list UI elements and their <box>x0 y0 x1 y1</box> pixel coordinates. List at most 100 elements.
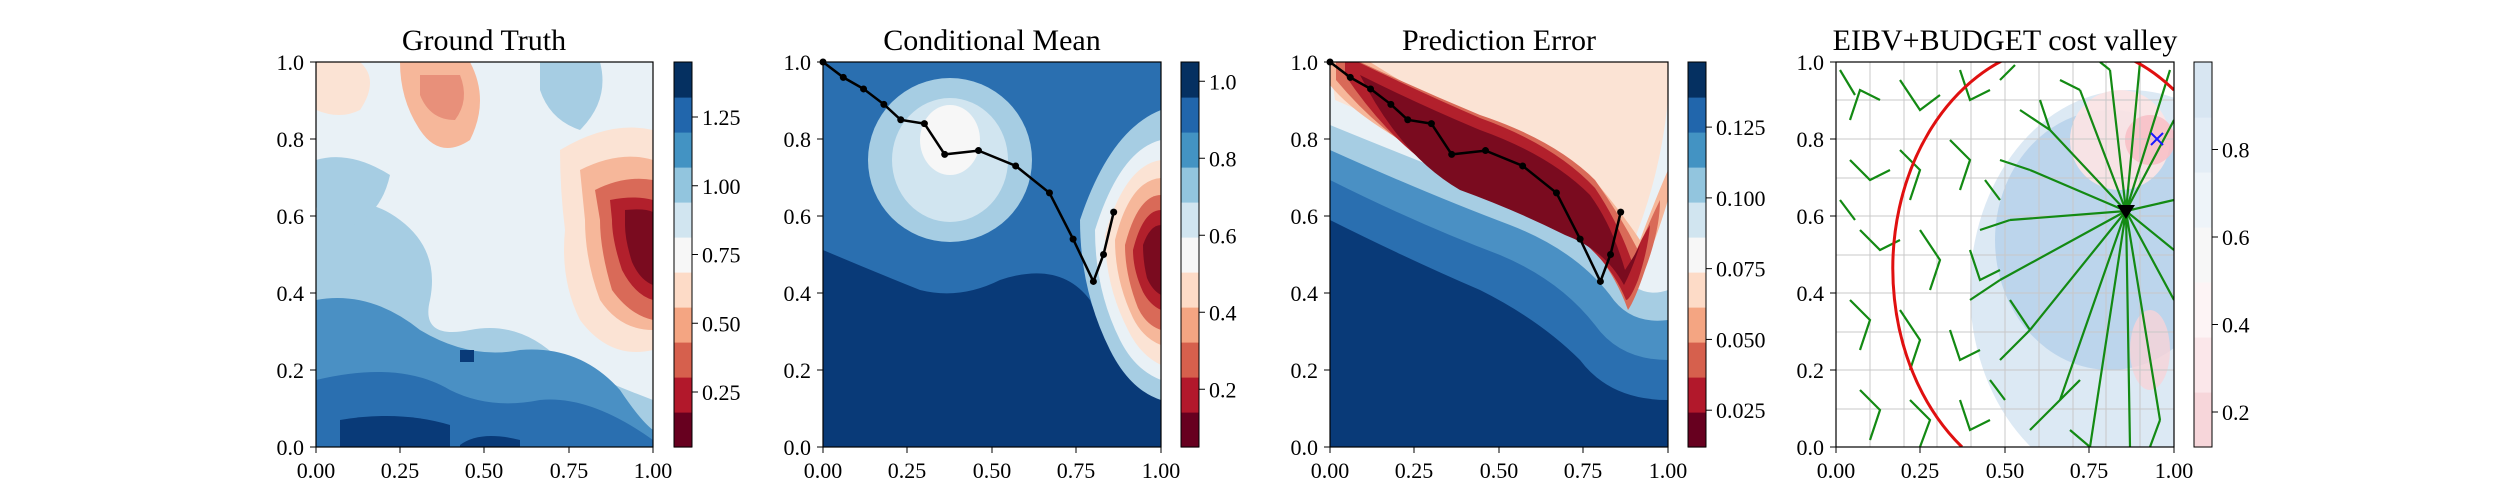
panel-prediction-error: Prediction Error 0.00 0.25 0.50 0.75 1.0… <box>1291 24 1766 483</box>
colorbar-segment <box>1181 272 1199 308</box>
x-tick-label: 0.25 <box>888 458 927 483</box>
colorbar-frame <box>1687 61 1707 448</box>
colorbar-segment <box>1688 132 1706 168</box>
colorbar-tick-label: 1.00 <box>702 174 741 199</box>
colorbar-segment <box>1688 202 1706 238</box>
x-tick-label: 1.00 <box>2155 458 2194 483</box>
colorbar-segment <box>2194 227 2212 283</box>
x-axis-ticks: 0.00 0.25 0.50 0.75 1.00 <box>1311 447 1688 483</box>
path-point <box>1481 147 1489 155</box>
path-point <box>1089 277 1097 285</box>
panel-cost-valley: EIBV+BUDGET cost valley <box>1797 24 2250 483</box>
path-point <box>1404 116 1412 124</box>
colorbar-tick-label: 0.100 <box>1716 186 1766 211</box>
heatmap-cost-valley <box>1836 62 2174 447</box>
y-tick-label: 0.4 <box>277 281 305 306</box>
sampling-path <box>1326 58 1625 285</box>
x-axis-ticks: 0.00 0.25 0.50 0.75 1.00 <box>297 447 673 483</box>
path-point <box>880 100 888 108</box>
y-axis-ticks: 0.0 0.2 0.4 0.6 0.8 1.0 <box>277 50 316 460</box>
x-tick-label: 0.00 <box>297 458 336 483</box>
y-tick-label: 1.0 <box>784 50 812 75</box>
sampling-path <box>819 58 1118 285</box>
panel-title: Conditional Mean <box>883 24 1100 57</box>
y-tick-label: 0.0 <box>1291 435 1319 460</box>
x-tick-label: 0.25 <box>381 458 420 483</box>
colorbar-ground-truth: 0.25 0.50 0.75 1.00 1.25 <box>673 61 741 448</box>
colorbar-tick-label: 0.2 <box>1209 377 1237 402</box>
path-point <box>1045 189 1053 197</box>
target-location-marker <box>2150 132 2164 146</box>
path-point <box>1367 85 1375 93</box>
y-tick-label: 0.8 <box>784 127 812 152</box>
path-point <box>1576 235 1584 243</box>
colorbar-segment <box>674 272 692 308</box>
colorbar-segment <box>1688 272 1706 308</box>
x-tick-label: 0.50 <box>973 458 1012 483</box>
colorbar-segment <box>1688 307 1706 343</box>
x-tick-label: 1.00 <box>634 458 673 483</box>
colorbar-tick-label: 0.2 <box>2222 400 2250 425</box>
colorbar-frame <box>2193 61 2213 448</box>
path-point <box>1100 251 1108 258</box>
x-tick-label: 1.00 <box>1649 458 1688 483</box>
colorbar-tick-label: 0.6 <box>1209 223 1237 248</box>
x-tick-label: 0.75 <box>2070 458 2109 483</box>
heatmap-prediction-error <box>1330 62 1668 447</box>
y-tick-label: 0.8 <box>1797 127 1825 152</box>
colorbar-tick-label: 1.0 <box>1209 69 1237 94</box>
colorbar-segment <box>2194 117 2212 173</box>
colorbar-tick-label: 0.050 <box>1716 327 1766 352</box>
colorbar-segment <box>1181 167 1199 203</box>
colorbar-segment <box>2194 337 2212 393</box>
colorbar-segment <box>674 97 692 133</box>
x-tick-label: 0.00 <box>804 458 843 483</box>
y-tick-label: 1.0 <box>1291 50 1319 75</box>
colorbar-segment <box>674 412 692 448</box>
colorbar-segment <box>1688 377 1706 413</box>
colorbar-segment <box>674 307 692 343</box>
colorbar-segment <box>674 132 692 168</box>
x-tick-label: 0.50 <box>1986 458 2025 483</box>
y-tick-label: 0.6 <box>1291 204 1319 229</box>
y-tick-label: 0.6 <box>1797 204 1825 229</box>
x-tick-label: 0.25 <box>1901 458 1940 483</box>
path-point <box>1607 251 1615 258</box>
colorbar-segment <box>674 237 692 273</box>
path-point <box>1387 100 1395 108</box>
y-tick-label: 0.0 <box>277 435 305 460</box>
path-point <box>974 147 982 155</box>
current-location-marker <box>2117 205 2135 219</box>
colorbar-tick-label: 0.4 <box>1209 300 1237 325</box>
x-tick-label: 1.00 <box>1142 458 1181 483</box>
colorbar-segment <box>674 167 692 203</box>
colorbar-segment <box>1181 412 1199 448</box>
heatmap-conditional-mean <box>823 62 1161 447</box>
path-point <box>839 73 847 81</box>
panel-title: Prediction Error <box>1402 24 1596 57</box>
colorbar-segment <box>674 342 692 378</box>
y-tick-label: 0.4 <box>784 281 812 306</box>
colorbar-tick-label: 0.50 <box>702 311 741 336</box>
colorbar-segment <box>1688 237 1706 273</box>
colorbar-segment <box>1181 342 1199 378</box>
colorbar-segment <box>1181 237 1199 273</box>
colorbar-segment <box>1688 342 1706 378</box>
y-tick-label: 0.4 <box>1797 281 1825 306</box>
y-tick-label: 0.8 <box>1291 127 1319 152</box>
y-tick-label: 0.6 <box>277 204 305 229</box>
colorbar-tick-label: 0.25 <box>702 380 741 405</box>
x-tick-label: 0.50 <box>465 458 504 483</box>
x-tick-label: 0.50 <box>1480 458 1519 483</box>
y-tick-label: 1.0 <box>1797 50 1825 75</box>
colorbar-tick-label: 0.075 <box>1716 257 1766 282</box>
y-tick-label: 0.4 <box>1291 281 1319 306</box>
y-tick-label: 0.0 <box>784 435 812 460</box>
path-point <box>1519 162 1527 170</box>
colorbar-segment <box>2194 62 2212 118</box>
colorbar-cost-valley: 0.2 0.4 0.6 0.8 <box>2193 61 2250 448</box>
colorbar-segment <box>1181 202 1199 238</box>
y-tick-label: 0.2 <box>1797 358 1825 383</box>
colorbar-prediction-error: 0.025 0.050 0.075 0.100 0.125 <box>1687 61 1766 448</box>
x-axis-ticks: 0.00 0.25 0.50 0.75 1.00 <box>804 447 1181 483</box>
